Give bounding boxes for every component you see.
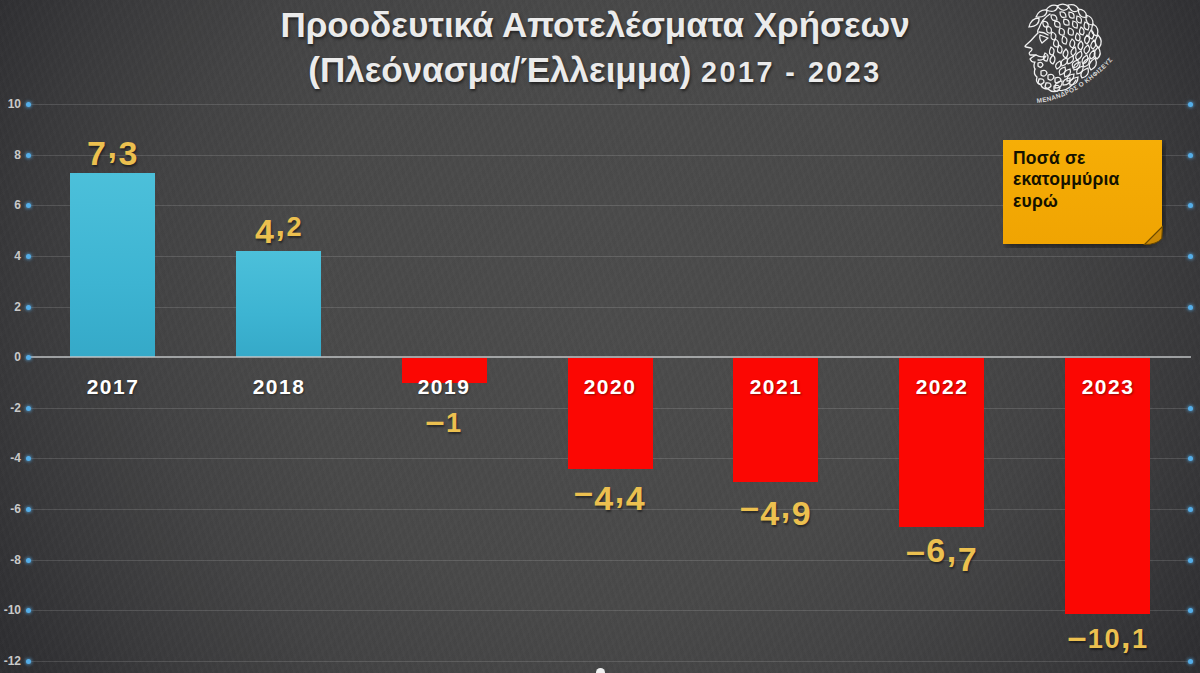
svg-text:ΜΕΝΑΝΔΡΟΣ Ο ΚΗΦΙΣΕΥΣ: ΜΕΝΑΝΔΡΟΣ Ο ΚΗΦΙΣΕΥΣ [1036,56,1114,104]
